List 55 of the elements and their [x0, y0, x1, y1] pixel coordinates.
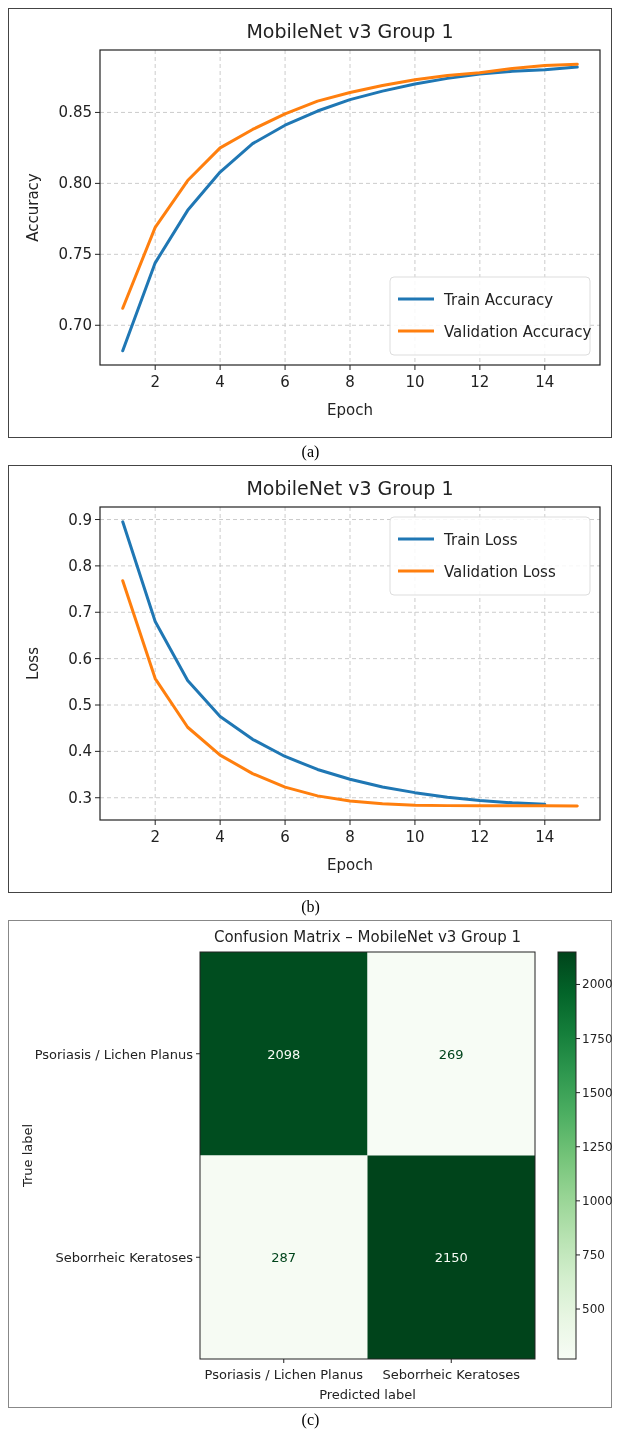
- x-tick-label: 10: [405, 373, 425, 391]
- y-tick-label: 0.4: [68, 742, 92, 761]
- y-axis-title: Loss: [24, 646, 42, 680]
- y-axis-title: True label: [20, 1123, 35, 1189]
- x-tick-label: 6: [280, 373, 290, 391]
- x-tick-label: 4: [215, 373, 225, 391]
- x-tick-label: 2: [150, 373, 160, 391]
- x-tick-label: 4: [215, 828, 225, 846]
- x-axis-title: Epoch: [327, 401, 373, 419]
- data-label: 2150: [434, 1250, 468, 1266]
- legend-label: Validation Loss: [444, 563, 556, 581]
- color-bar-label: 2000: [582, 977, 613, 992]
- y-tick-label: 0.3: [68, 788, 92, 807]
- y-tick-label: 0.80: [58, 174, 92, 193]
- y-tick-label: 0.5: [68, 696, 92, 714]
- line-series: [121, 62, 579, 310]
- x-axis-title: Predicted label: [319, 1387, 416, 1402]
- x-tick-label: 12: [470, 373, 490, 391]
- legend-label: Validation Accuracy: [444, 323, 592, 341]
- y-tick-label: 0.75: [58, 245, 92, 264]
- color-bar-label: 1250: [582, 1139, 613, 1154]
- y-tick-label: 0.85: [58, 103, 92, 122]
- line-series: [121, 579, 579, 808]
- x-tick-label: 10: [405, 828, 425, 846]
- chart-title: MobileNet v3 Group 1: [246, 477, 454, 499]
- x-tick-label: 12: [470, 828, 490, 846]
- y-tick-label: 0.8: [68, 556, 92, 575]
- color-bar-label: 1750: [582, 1031, 613, 1046]
- x-tick-label: 6: [280, 828, 290, 846]
- chart-title: Confusion Matrix – MobileNet v3 Group 1: [213, 928, 522, 946]
- text: (c): [301, 1411, 320, 1429]
- y-tick-label: 0.6: [68, 649, 92, 668]
- x-axis-title: Epoch: [327, 856, 373, 874]
- x-tick-label: 14: [535, 828, 555, 846]
- chart-title: MobileNet v3 Group 1: [246, 20, 454, 42]
- x-tick-label: 14: [535, 373, 555, 391]
- x-tick-label: 8: [345, 828, 355, 846]
- legend-label: Train Loss: [443, 531, 518, 549]
- text: (a): [301, 443, 320, 461]
- y-tick-label: 0.7: [68, 603, 92, 622]
- data-label: 287: [271, 1250, 297, 1266]
- x-tick-label: 2: [150, 828, 160, 846]
- y-tick-label: Seborrheic Keratoses: [55, 1250, 194, 1266]
- data-label: 269: [438, 1046, 464, 1062]
- x-tick-label: 8: [345, 373, 355, 391]
- y-tick-label: 0.9: [68, 510, 92, 529]
- legend-label: Train Accuracy: [443, 291, 554, 309]
- y-tick-label: 0.70: [58, 316, 92, 335]
- color-bar-label: 750: [582, 1247, 605, 1262]
- data-label: 2098: [267, 1046, 301, 1062]
- y-axis-title: Accuracy: [24, 173, 42, 242]
- color-bar-label: 500: [582, 1302, 605, 1317]
- color-bar-label: 1000: [582, 1193, 613, 1208]
- color-bar-label: 1500: [582, 1085, 613, 1100]
- text: (b): [301, 898, 320, 916]
